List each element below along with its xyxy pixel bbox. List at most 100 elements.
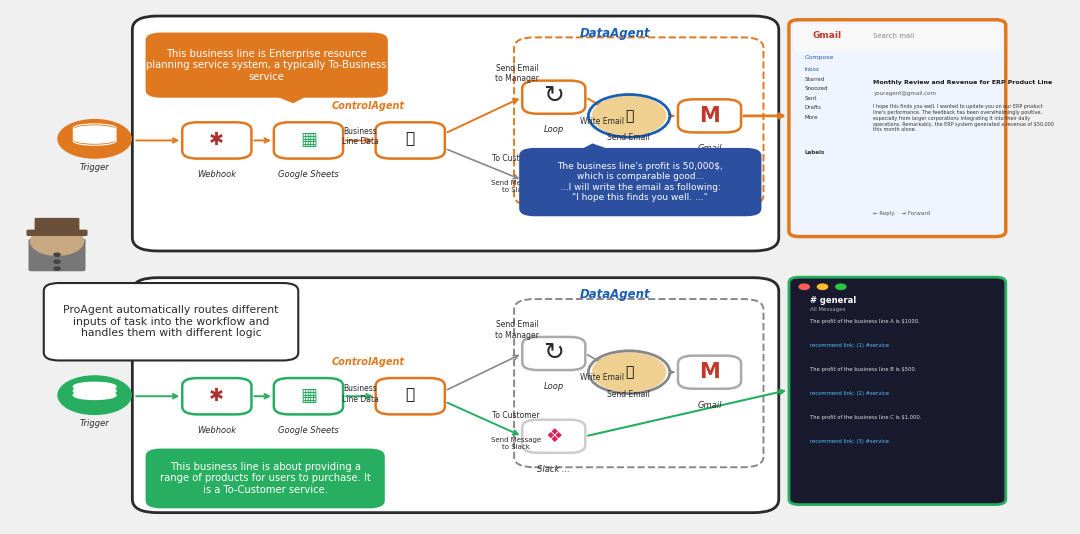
Text: 🤖: 🤖 <box>625 109 633 123</box>
Text: Sent: Sent <box>805 96 816 101</box>
Text: Slack ...: Slack ... <box>538 465 570 474</box>
FancyBboxPatch shape <box>376 122 445 159</box>
FancyBboxPatch shape <box>274 378 343 414</box>
Ellipse shape <box>73 387 116 395</box>
Text: Write Email: Write Email <box>580 117 624 125</box>
Ellipse shape <box>73 126 116 135</box>
Text: M: M <box>699 362 720 382</box>
Text: 🧠: 🧠 <box>406 131 415 146</box>
Circle shape <box>836 284 846 289</box>
Text: This business line is about providing a
range of products for users to purchase.: This business line is about providing a … <box>160 462 370 495</box>
Polygon shape <box>580 144 611 151</box>
Text: Drafts: Drafts <box>805 105 821 111</box>
Text: ▦: ▦ <box>300 387 316 405</box>
Text: Google Sheets: Google Sheets <box>278 426 339 435</box>
Text: Gmail: Gmail <box>812 32 841 40</box>
Circle shape <box>799 284 809 289</box>
Text: ❖: ❖ <box>545 170 563 190</box>
Text: Business
Line Data: Business Line Data <box>342 127 379 146</box>
Circle shape <box>58 376 132 414</box>
Ellipse shape <box>73 391 116 399</box>
Circle shape <box>593 353 665 391</box>
Text: Send Email: Send Email <box>607 390 649 399</box>
FancyBboxPatch shape <box>27 230 87 236</box>
FancyBboxPatch shape <box>274 122 343 159</box>
FancyBboxPatch shape <box>523 337 585 370</box>
FancyBboxPatch shape <box>146 449 384 508</box>
Text: Search mail: Search mail <box>874 33 915 39</box>
Text: M: M <box>699 106 720 126</box>
Text: Gmail: Gmail <box>698 144 721 153</box>
Ellipse shape <box>73 130 116 139</box>
Text: ControlAgent: ControlAgent <box>332 100 405 111</box>
Text: Inbox: Inbox <box>805 67 820 72</box>
FancyBboxPatch shape <box>183 378 252 414</box>
Text: ✱: ✱ <box>210 387 225 405</box>
Text: recommend link: (3) #service: recommend link: (3) #service <box>810 439 889 444</box>
FancyBboxPatch shape <box>133 16 779 251</box>
Text: Loop: Loop <box>543 382 564 391</box>
Text: 🧠: 🧠 <box>406 387 415 402</box>
Text: Send Email: Send Email <box>607 134 649 143</box>
FancyBboxPatch shape <box>788 20 1005 237</box>
FancyBboxPatch shape <box>523 163 585 197</box>
FancyBboxPatch shape <box>183 122 252 159</box>
Text: Trigger: Trigger <box>80 163 109 172</box>
Text: This business line is Enterprise resource
planning service system, a typically T: This business line is Enterprise resourc… <box>147 49 387 82</box>
Text: To Customer: To Customer <box>492 154 540 163</box>
Ellipse shape <box>73 135 116 143</box>
FancyBboxPatch shape <box>678 99 741 132</box>
Text: youragent@gmail.com: youragent@gmail.com <box>874 91 936 96</box>
Text: ↻: ↻ <box>543 84 564 108</box>
Text: Send Email
to Manager: Send Email to Manager <box>496 64 539 83</box>
Circle shape <box>818 284 827 289</box>
Text: ❖: ❖ <box>545 427 563 446</box>
FancyBboxPatch shape <box>376 378 445 414</box>
FancyBboxPatch shape <box>788 277 1005 505</box>
Text: ▦: ▦ <box>300 131 316 150</box>
Text: The profit of the business line C is $1,000.: The profit of the business line C is $1,… <box>810 415 921 420</box>
Text: Loop: Loop <box>543 125 564 135</box>
FancyBboxPatch shape <box>523 420 585 453</box>
Text: DataAgent: DataAgent <box>580 288 651 301</box>
Text: ProAgent automatically routes different
inputs of task into the workflow and
han: ProAgent automatically routes different … <box>64 305 279 339</box>
FancyBboxPatch shape <box>133 278 779 513</box>
Circle shape <box>54 260 60 263</box>
Text: Send Email
to Manager: Send Email to Manager <box>496 320 539 340</box>
Text: Starred: Starred <box>805 76 824 82</box>
Text: Trigger: Trigger <box>80 419 109 428</box>
Text: Write Email: Write Email <box>580 373 624 382</box>
Text: Slack ...: Slack ... <box>538 208 570 217</box>
Text: I hope this finds you well. I wanted to update you on our ERP product
line's per: I hope this finds you well. I wanted to … <box>874 104 1054 132</box>
Text: Webhook: Webhook <box>198 426 237 435</box>
Circle shape <box>30 227 83 255</box>
Text: ↻: ↻ <box>543 341 564 364</box>
Text: ✱: ✱ <box>210 131 225 150</box>
Text: The profit of the business line B is $500.: The profit of the business line B is $50… <box>810 367 917 372</box>
Text: All Messages: All Messages <box>810 307 846 312</box>
Text: Compose: Compose <box>805 55 834 60</box>
Text: ← Reply    → Forward: ← Reply → Forward <box>874 211 931 216</box>
Polygon shape <box>274 95 308 103</box>
FancyBboxPatch shape <box>519 148 761 216</box>
Text: Labels: Labels <box>805 150 824 155</box>
Text: Send Message
to Slack: Send Message to Slack <box>491 180 541 193</box>
Text: Gmail: Gmail <box>698 400 721 410</box>
Circle shape <box>54 253 60 256</box>
Text: The profit of the business line A is $1000.: The profit of the business line A is $10… <box>810 319 920 324</box>
Text: recommend link: (2) #service: recommend link: (2) #service <box>810 391 889 396</box>
Text: # general: # general <box>810 296 856 304</box>
Text: To Customer: To Customer <box>492 411 540 420</box>
Circle shape <box>54 267 60 270</box>
Text: Snoozed: Snoozed <box>805 86 827 91</box>
Text: Monthly Review and Revenue for ERP Product Line: Monthly Review and Revenue for ERP Produ… <box>874 80 1053 85</box>
Ellipse shape <box>73 382 116 391</box>
Text: More: More <box>805 115 818 120</box>
Circle shape <box>593 97 665 135</box>
FancyBboxPatch shape <box>28 239 85 271</box>
Text: Business
Line Data: Business Line Data <box>342 384 379 404</box>
Circle shape <box>58 120 132 158</box>
FancyBboxPatch shape <box>523 81 585 114</box>
Text: DataAgent: DataAgent <box>580 27 651 41</box>
Text: 🤖: 🤖 <box>625 365 633 379</box>
